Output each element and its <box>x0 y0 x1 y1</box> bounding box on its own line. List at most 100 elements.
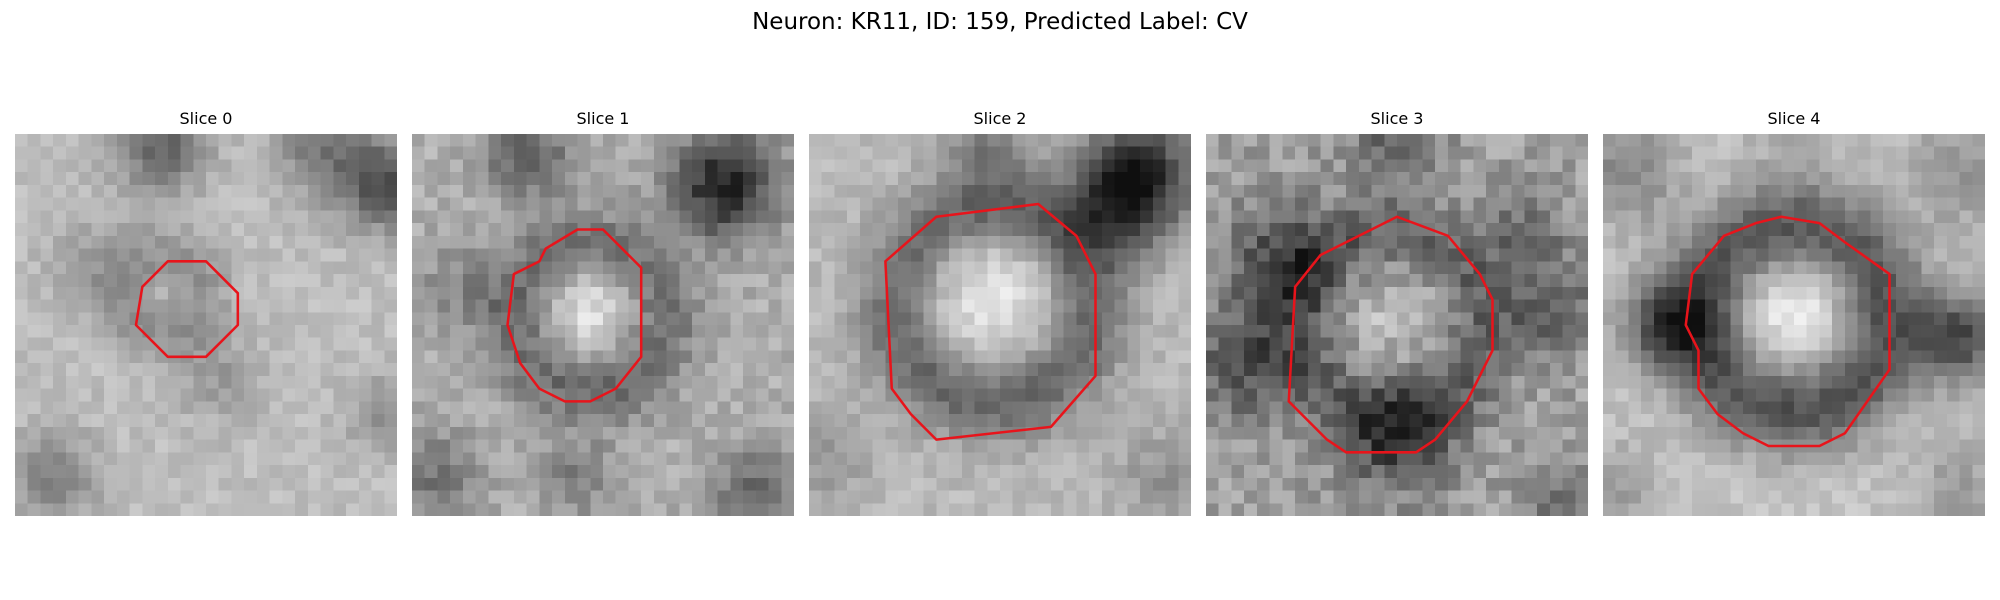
pixel <box>1140 337 1154 351</box>
pixel <box>1269 363 1283 377</box>
pixel <box>1127 503 1141 516</box>
pixel <box>1076 159 1090 173</box>
pixel <box>269 426 283 440</box>
pixel <box>628 172 642 186</box>
pixel <box>1679 235 1693 249</box>
pixel <box>615 261 629 275</box>
pixel <box>15 210 28 224</box>
pixel <box>1256 401 1270 415</box>
pixel <box>615 490 629 504</box>
pixel <box>692 350 706 364</box>
pixel <box>53 299 67 313</box>
pixel <box>1562 490 1576 504</box>
pixel <box>564 134 578 147</box>
pixel <box>910 426 924 440</box>
pixel <box>1231 426 1245 440</box>
pixel <box>1231 223 1245 237</box>
pixel <box>155 477 169 491</box>
pixel <box>834 159 848 173</box>
pixel <box>1641 261 1655 275</box>
pixel <box>1575 159 1588 173</box>
pixel <box>1346 465 1360 479</box>
pixel <box>1114 350 1128 364</box>
pixel <box>717 439 731 453</box>
pixel <box>615 337 629 351</box>
pixel <box>1934 197 1948 211</box>
pixel <box>1666 248 1680 262</box>
pixel <box>218 465 232 479</box>
pixel <box>1653 465 1667 479</box>
pixel <box>923 172 937 186</box>
pixel <box>1883 414 1897 428</box>
pixel <box>679 465 693 479</box>
pixel <box>358 350 372 364</box>
pixel <box>1959 274 1973 288</box>
pixel <box>1870 465 1884 479</box>
pixel <box>768 426 782 440</box>
pixel <box>256 286 270 300</box>
pixel <box>564 490 578 504</box>
pixel <box>180 452 194 466</box>
pixel <box>412 414 425 428</box>
pixel <box>358 388 372 402</box>
pixel <box>552 274 566 288</box>
pixel <box>218 159 232 173</box>
pixel <box>949 337 963 351</box>
pixel <box>193 235 207 249</box>
pixel <box>949 477 963 491</box>
pixel <box>898 439 912 453</box>
pixel <box>269 452 283 466</box>
pixel <box>462 299 476 313</box>
pixel <box>1755 490 1769 504</box>
pixel <box>1063 299 1077 313</box>
pixel <box>1511 452 1525 466</box>
pixel <box>1537 477 1551 491</box>
pixel <box>231 197 245 211</box>
pixel <box>1447 414 1461 428</box>
pixel <box>1473 197 1487 211</box>
pixel <box>1422 159 1436 173</box>
pixel <box>1972 337 1985 351</box>
pixel <box>961 426 975 440</box>
pixel <box>1089 439 1103 453</box>
pixel <box>717 248 731 262</box>
pixel <box>1140 350 1154 364</box>
pixel <box>1615 197 1629 211</box>
pixel <box>1307 184 1321 198</box>
pixel <box>1666 210 1680 224</box>
pixel <box>692 375 706 389</box>
pixel <box>781 452 794 466</box>
pixel <box>1486 274 1500 288</box>
pixel <box>1666 172 1680 186</box>
pixel <box>1244 274 1258 288</box>
pixel <box>358 414 372 428</box>
pixel <box>462 375 476 389</box>
pixel <box>717 184 731 198</box>
pixel <box>142 401 156 415</box>
pixel <box>1218 172 1232 186</box>
pixel <box>603 197 616 211</box>
pixel <box>1946 414 1960 428</box>
pixel <box>1641 465 1655 479</box>
pixel <box>1628 286 1642 300</box>
pixel <box>91 350 105 364</box>
pixel <box>1946 248 1960 262</box>
pixel <box>412 223 425 237</box>
pixel <box>1934 426 1948 440</box>
pixel <box>1870 248 1884 262</box>
pixel <box>1101 452 1115 466</box>
pixel <box>116 159 130 173</box>
pixel <box>526 223 540 237</box>
pixel <box>1089 490 1103 504</box>
pixel <box>1895 134 1909 147</box>
pixel <box>1562 503 1576 516</box>
pixel <box>692 274 706 288</box>
pixel <box>834 503 848 516</box>
pixel <box>1781 197 1795 211</box>
pixel <box>27 375 41 389</box>
pixel <box>1231 299 1245 313</box>
pixel <box>53 146 67 160</box>
pixel <box>1704 350 1718 364</box>
pixel <box>1000 439 1013 453</box>
pixel <box>821 388 835 402</box>
